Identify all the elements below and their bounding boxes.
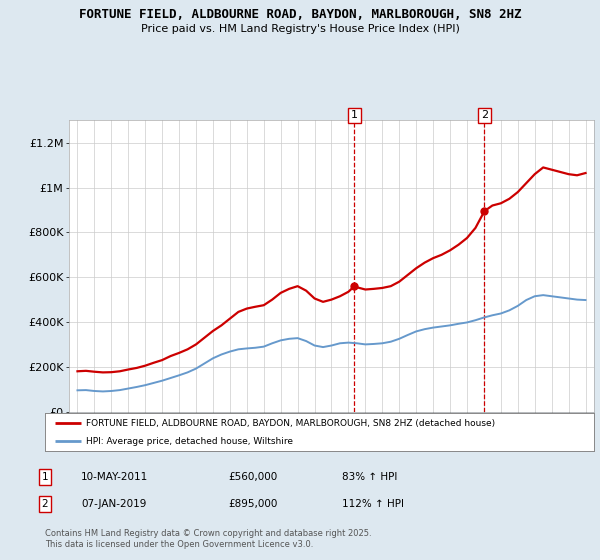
Text: £560,000: £560,000 <box>228 472 277 482</box>
Text: FORTUNE FIELD, ALDBOURNE ROAD, BAYDON, MARLBOROUGH, SN8 2HZ (detached house): FORTUNE FIELD, ALDBOURNE ROAD, BAYDON, M… <box>86 419 496 428</box>
Text: 83% ↑ HPI: 83% ↑ HPI <box>342 472 397 482</box>
Text: 1: 1 <box>41 472 49 482</box>
Text: FORTUNE FIELD, ALDBOURNE ROAD, BAYDON, MARLBOROUGH, SN8 2HZ: FORTUNE FIELD, ALDBOURNE ROAD, BAYDON, M… <box>79 8 521 21</box>
Text: 2: 2 <box>481 110 488 120</box>
Text: 1: 1 <box>351 110 358 120</box>
Text: 112% ↑ HPI: 112% ↑ HPI <box>342 499 404 509</box>
Text: £895,000: £895,000 <box>228 499 277 509</box>
Text: HPI: Average price, detached house, Wiltshire: HPI: Average price, detached house, Wilt… <box>86 437 293 446</box>
Text: 07-JAN-2019: 07-JAN-2019 <box>81 499 146 509</box>
Text: 10-MAY-2011: 10-MAY-2011 <box>81 472 148 482</box>
Text: Price paid vs. HM Land Registry's House Price Index (HPI): Price paid vs. HM Land Registry's House … <box>140 24 460 34</box>
Text: Contains HM Land Registry data © Crown copyright and database right 2025.
This d: Contains HM Land Registry data © Crown c… <box>45 529 371 549</box>
Text: 2: 2 <box>41 499 49 509</box>
